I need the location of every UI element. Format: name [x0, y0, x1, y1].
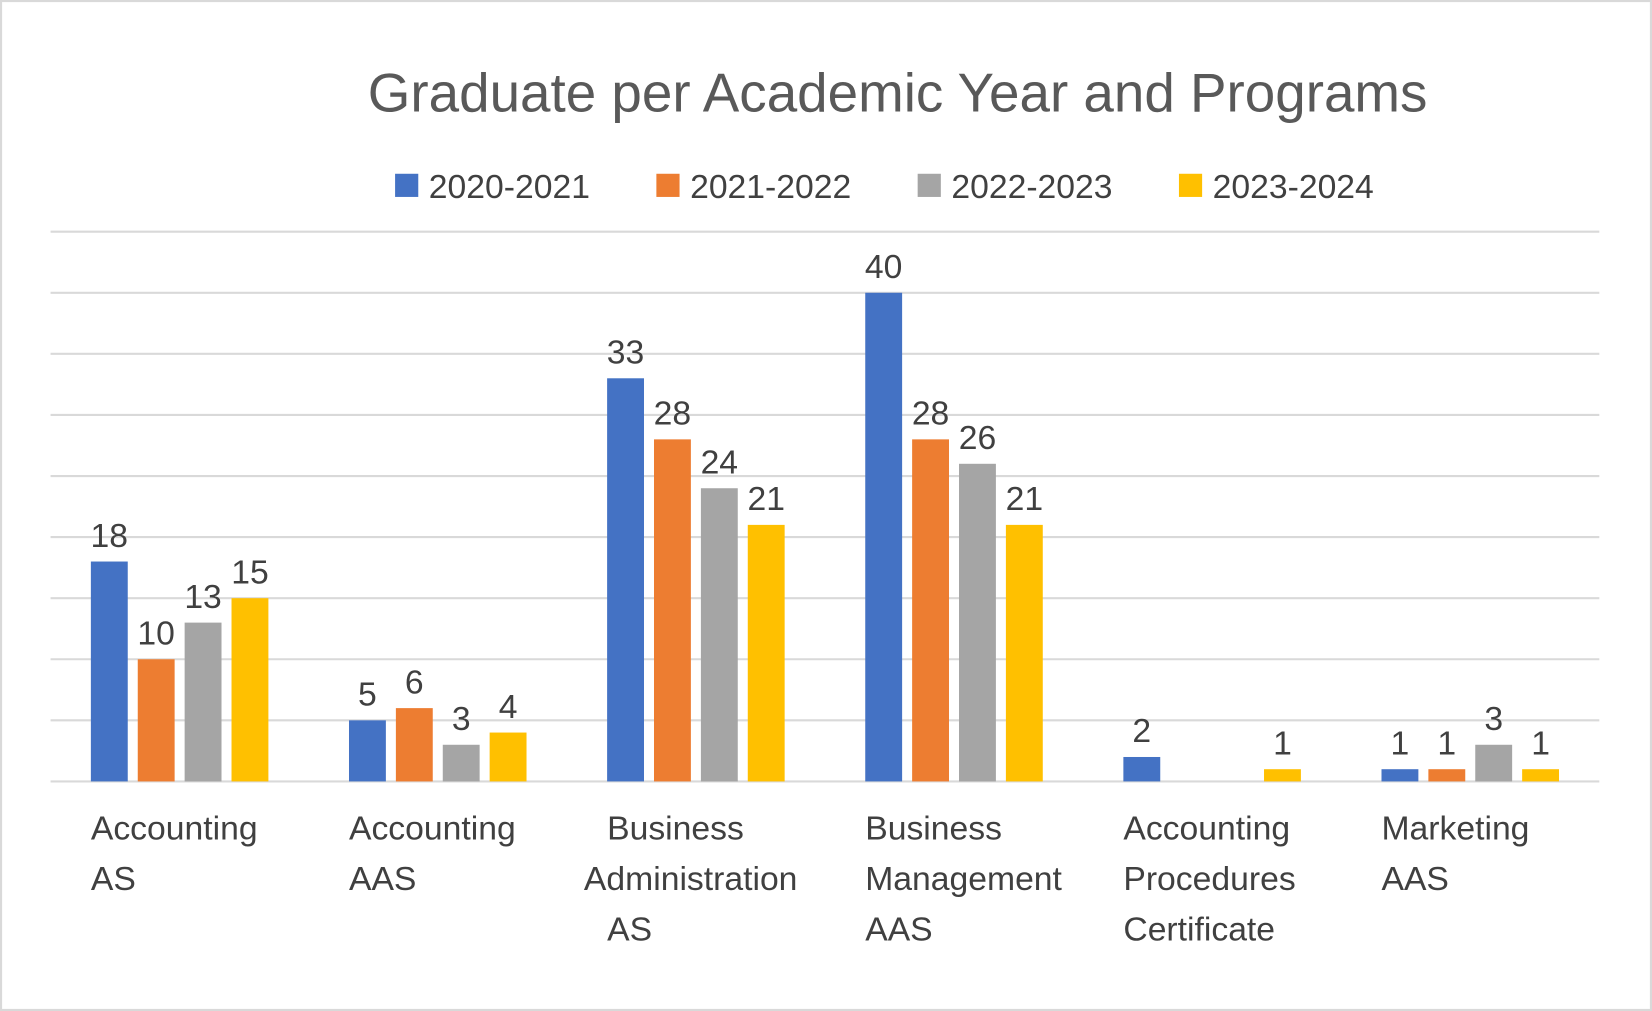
data-label: 40: [865, 248, 902, 286]
data-label: 1: [1391, 724, 1410, 762]
bar: [959, 463, 996, 782]
data-label: 1: [1531, 724, 1550, 762]
data-label: 1: [1437, 724, 1456, 762]
bar: [1522, 769, 1560, 782]
bar: [1475, 744, 1513, 782]
legend-swatch: [656, 173, 680, 197]
legend-swatch: [917, 173, 941, 197]
category-label: Business: [865, 809, 1002, 847]
bar: [184, 622, 222, 782]
data-label: 1: [1273, 724, 1292, 762]
bar: [1381, 769, 1419, 782]
bar: [231, 598, 269, 782]
bar: [654, 439, 691, 782]
data-label: 28: [654, 395, 691, 433]
category-label: Management: [865, 860, 1062, 898]
data-label: 10: [137, 615, 174, 653]
bar: [348, 720, 386, 782]
data-label: 13: [184, 578, 221, 616]
category-label: Certificate: [1123, 910, 1275, 948]
legend-swatch: [395, 173, 419, 197]
category-label: Accounting: [91, 809, 258, 847]
data-label: 28: [912, 395, 949, 433]
category-label: Accounting: [1123, 809, 1290, 847]
bar: [1005, 524, 1043, 782]
data-label: 18: [91, 517, 128, 555]
data-label: 3: [452, 700, 471, 738]
data-label: 33: [607, 334, 644, 372]
chart-title: Graduate per Academic Year and Programs: [368, 62, 1428, 124]
category-label: Administration: [584, 860, 797, 898]
bar: [865, 292, 903, 782]
bar: [1264, 769, 1301, 782]
data-label: 6: [405, 663, 424, 701]
category-label: AAS: [1381, 860, 1448, 898]
data-label: 2: [1132, 712, 1151, 750]
legend-label: 2020-2021: [429, 168, 590, 206]
legend-label: 2022-2023: [951, 168, 1112, 206]
data-label: 5: [358, 676, 377, 714]
bar: [489, 732, 527, 782]
bar: [1428, 769, 1466, 782]
data-label: 15: [231, 553, 268, 591]
data-label: 24: [701, 443, 738, 481]
bar: [90, 561, 128, 782]
bar: [137, 659, 175, 782]
bar: [912, 439, 950, 782]
legend: 2020-2021 2021-2022 2022-2023 2023-2024: [395, 168, 1374, 206]
legend-label: 2021-2022: [690, 168, 851, 206]
bar: [747, 524, 785, 782]
bar: [700, 488, 738, 782]
bar: [607, 378, 644, 782]
data-label: 21: [1006, 480, 1043, 518]
category-label: Business: [607, 809, 744, 847]
data-label: 26: [959, 419, 996, 457]
bar: [442, 744, 480, 782]
category-label: AAS: [349, 860, 416, 898]
category-label: Accounting: [349, 809, 516, 847]
data-label: 3: [1484, 700, 1503, 738]
legend-label: 2023-2024: [1213, 168, 1374, 206]
category-label: AS: [607, 910, 652, 948]
category-labels: Accounting AS Accounting AAS Business Adminis…: [91, 809, 1530, 948]
data-label: 21: [747, 480, 784, 518]
category-label: Marketing: [1381, 809, 1529, 847]
category-label: AAS: [865, 910, 932, 948]
bars: [90, 292, 1560, 782]
bar: [395, 708, 433, 782]
category-label: AS: [91, 860, 136, 898]
gridlines: [50, 230, 1600, 783]
bar: [1123, 756, 1161, 782]
category-label: Procedures: [1123, 860, 1295, 898]
data-label: 4: [499, 688, 518, 726]
legend-swatch: [1178, 173, 1203, 197]
